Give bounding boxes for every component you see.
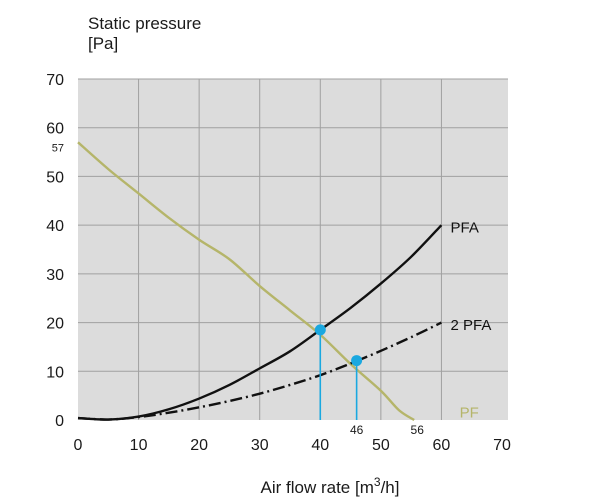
x-tick-label-0: 0 [74, 437, 83, 454]
x-tick-label-70: 70 [493, 437, 511, 454]
series-line-2-pfa [77, 321, 442, 421]
y-tick-label-30: 30 [46, 267, 64, 284]
series-label-2-pfa: 2 PFA [451, 317, 492, 334]
x-tick-label-10: 10 [130, 437, 148, 454]
y-tick-label-0: 0 [55, 413, 64, 430]
x-axis-label: Air flow rate [m3/h] [261, 475, 400, 497]
y-tick-label-60: 60 [46, 121, 64, 138]
series-label-pfa: PFA [451, 220, 479, 237]
y-tick-label-70: 70 [46, 72, 64, 89]
annotation-57: 57 [52, 142, 64, 154]
plot-area [78, 79, 508, 420]
intersection-point-2 [351, 355, 363, 367]
y-tick-label-10: 10 [46, 364, 64, 381]
series-lines [77, 141, 443, 422]
y-axis-label-line1: Static pressure [88, 14, 202, 33]
y-tick-label-50: 50 [46, 169, 64, 186]
intersection-x-label-2: 46 [350, 423, 364, 437]
x-tick-label-40: 40 [311, 437, 329, 454]
series-labels: PFA 2 PFA PF [451, 220, 492, 422]
annotation-56: 56 [411, 423, 425, 437]
series-label-pf: PF [460, 405, 479, 422]
grid-lines [78, 78, 508, 420]
y-tick-label-20: 20 [46, 316, 64, 333]
x-tick-label-50: 50 [372, 437, 390, 454]
series-line-pf [77, 141, 415, 422]
intersection-point-1 [314, 324, 326, 336]
axis-tick-labels: 0 10 20 30 40 50 60 70 0 10 20 30 40 50 60 70 57 56 [46, 72, 511, 454]
x-tick-label-20: 20 [190, 437, 208, 454]
x-tick-label-30: 30 [251, 437, 269, 454]
y-tick-label-40: 40 [46, 218, 64, 235]
intersection-marks: 46 [314, 324, 364, 437]
x-tick-label-60: 60 [433, 437, 451, 454]
y-axis-label-line2: [Pa] [88, 34, 119, 53]
